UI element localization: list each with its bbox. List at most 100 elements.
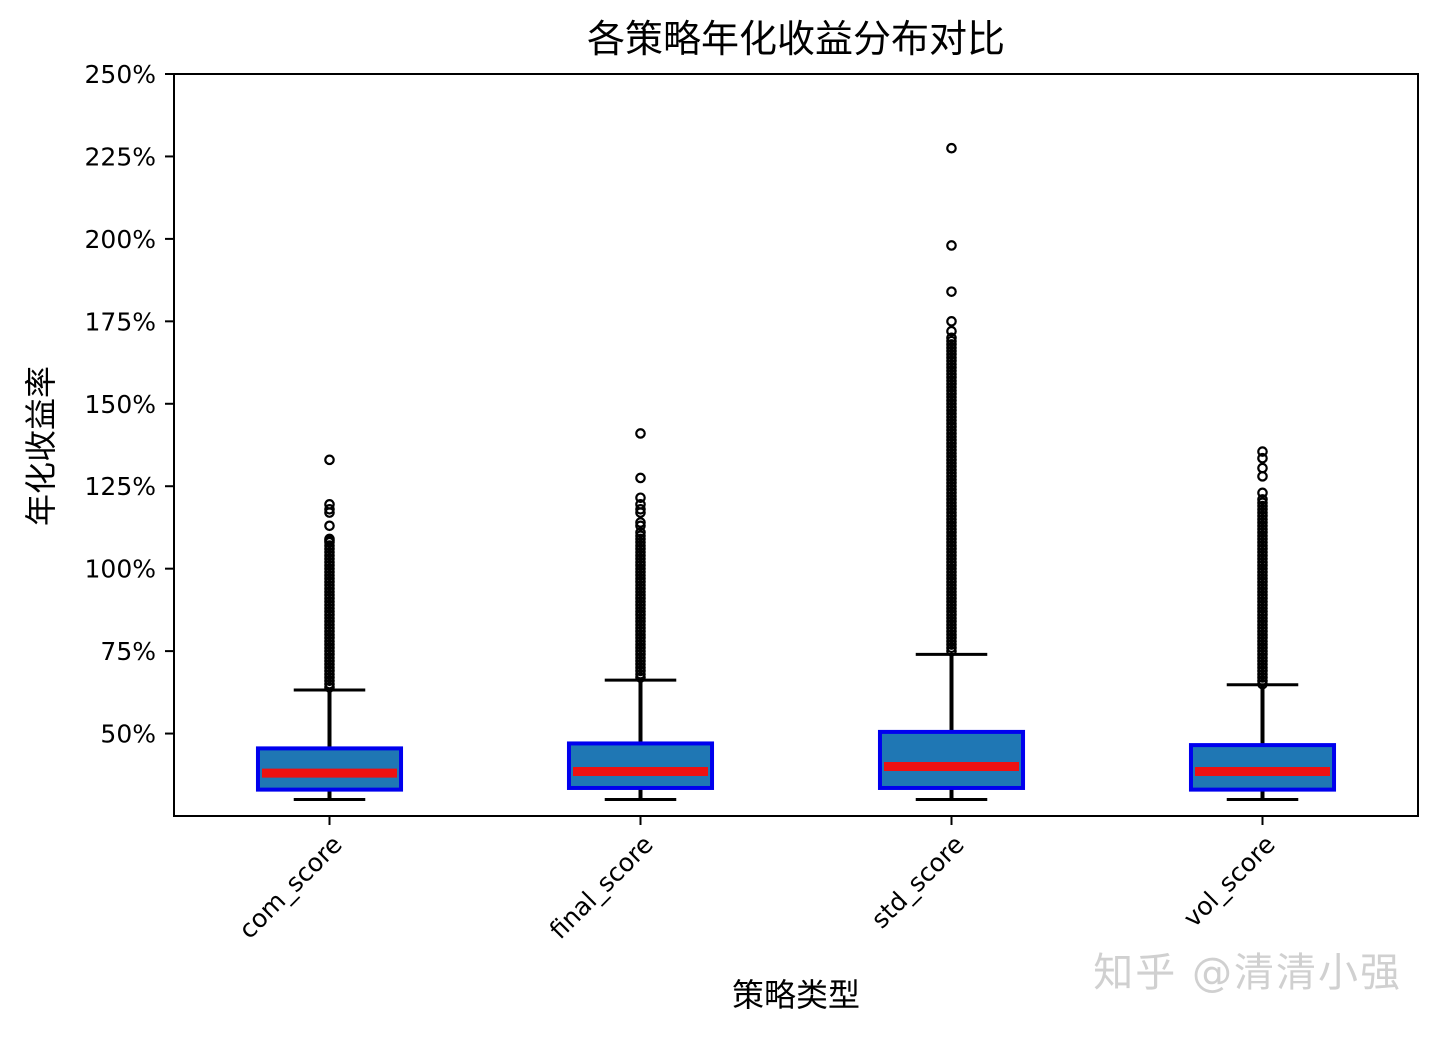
outlier-point [1257,626,1268,637]
outlier-point [1257,639,1268,650]
outlier-point [946,500,957,512]
x-tick-label: com_score [233,830,348,945]
box-iqr [566,741,715,790]
outlier-point [1257,622,1268,634]
outlier-point [635,546,646,558]
outlier-point [1257,668,1268,680]
outlier-point [635,579,646,591]
outlier-point [1257,645,1268,657]
outlier-point [946,510,957,522]
outlier-point [1257,678,1268,690]
outlier-point [946,599,957,611]
outlier-point [946,454,957,466]
x-tick-label: final_score [544,830,659,945]
box-iqr [877,729,1026,790]
outlier-point [635,668,646,680]
outlier-point [635,492,646,504]
outlier-point [946,569,957,581]
outlier-point [635,635,646,647]
outlier-point [946,543,957,555]
outlier-point [1257,642,1268,654]
outlier-point [1257,655,1268,667]
outlier-point [324,540,335,551]
outlier-point [635,504,646,515]
outlier-point [946,497,957,509]
outlier-point [1257,513,1268,525]
outlier-point [1257,606,1268,617]
outlier-point [1257,566,1268,578]
outlier-point [946,391,957,403]
outlier-point [946,316,957,327]
outlier-point [946,596,957,607]
outlier-point [635,652,646,664]
y-tick-label: 100% [85,555,156,584]
outlier-point [1257,583,1268,594]
outlier-point [324,507,335,518]
outlier-point [1257,665,1268,677]
outlier-point [324,645,335,657]
outlier-point [324,543,335,555]
outlier-point [946,629,957,640]
outlier-point [946,553,957,565]
outlier-point [946,616,957,627]
outlier-point [946,622,957,634]
outlier-point [324,546,335,558]
outlier-point [635,606,646,617]
outlier-point [324,675,335,687]
outlier-point [635,563,646,574]
outlier-point [946,583,957,594]
outlier-point [946,533,957,545]
outlier-point [635,517,646,528]
outlier-point [1257,556,1268,568]
outlier-point [946,355,957,367]
outlier-point [946,546,957,558]
outlier-point [324,569,335,581]
outlier-point [324,639,335,650]
outlier-point [1257,612,1268,624]
outlier-point [635,589,646,601]
outlier-point [946,527,957,538]
outlier-point [324,586,335,598]
x-axis-label: 策略类型 [732,976,860,1014]
outlier-point [1257,563,1268,574]
outlier-point [946,593,957,604]
outlier-point [946,405,957,416]
outlier-point [635,593,646,604]
outlier-point [635,520,646,532]
outlier-point [946,563,957,574]
outlier-point [635,566,646,578]
outlier-point [635,622,646,634]
outlier-point [946,556,957,568]
outlier-point [1257,632,1268,644]
outlier-point [946,414,957,426]
outlier-point [1257,629,1268,640]
outlier-point [1257,487,1268,499]
outlier-point [324,665,335,677]
outlier-point [946,602,957,614]
y-tick-label: 225% [85,142,156,171]
outlier-point [1257,593,1268,604]
outlier-point [1257,507,1268,518]
outlier-point [324,576,335,588]
outlier-point [1257,533,1268,545]
outlier-point [1257,619,1268,631]
outlier-point [324,662,335,673]
y-tick-label: 175% [85,307,156,336]
outlier-point [946,513,957,525]
outlier-point [324,616,335,627]
outlier-point [946,507,957,518]
outlier-point [635,632,646,644]
outlier-point [946,550,957,561]
outlier-point [946,632,957,644]
outlier-point [946,484,957,495]
outlier-point [1257,504,1268,515]
outlier-point [1257,586,1268,598]
outlier-point [946,401,957,413]
outlier-point [946,365,957,377]
outlier-point [635,540,646,551]
outlier-point [324,596,335,607]
x-tick-label: vol_score [1178,830,1281,933]
outlier-point [946,467,957,479]
outlier-point [1257,517,1268,528]
